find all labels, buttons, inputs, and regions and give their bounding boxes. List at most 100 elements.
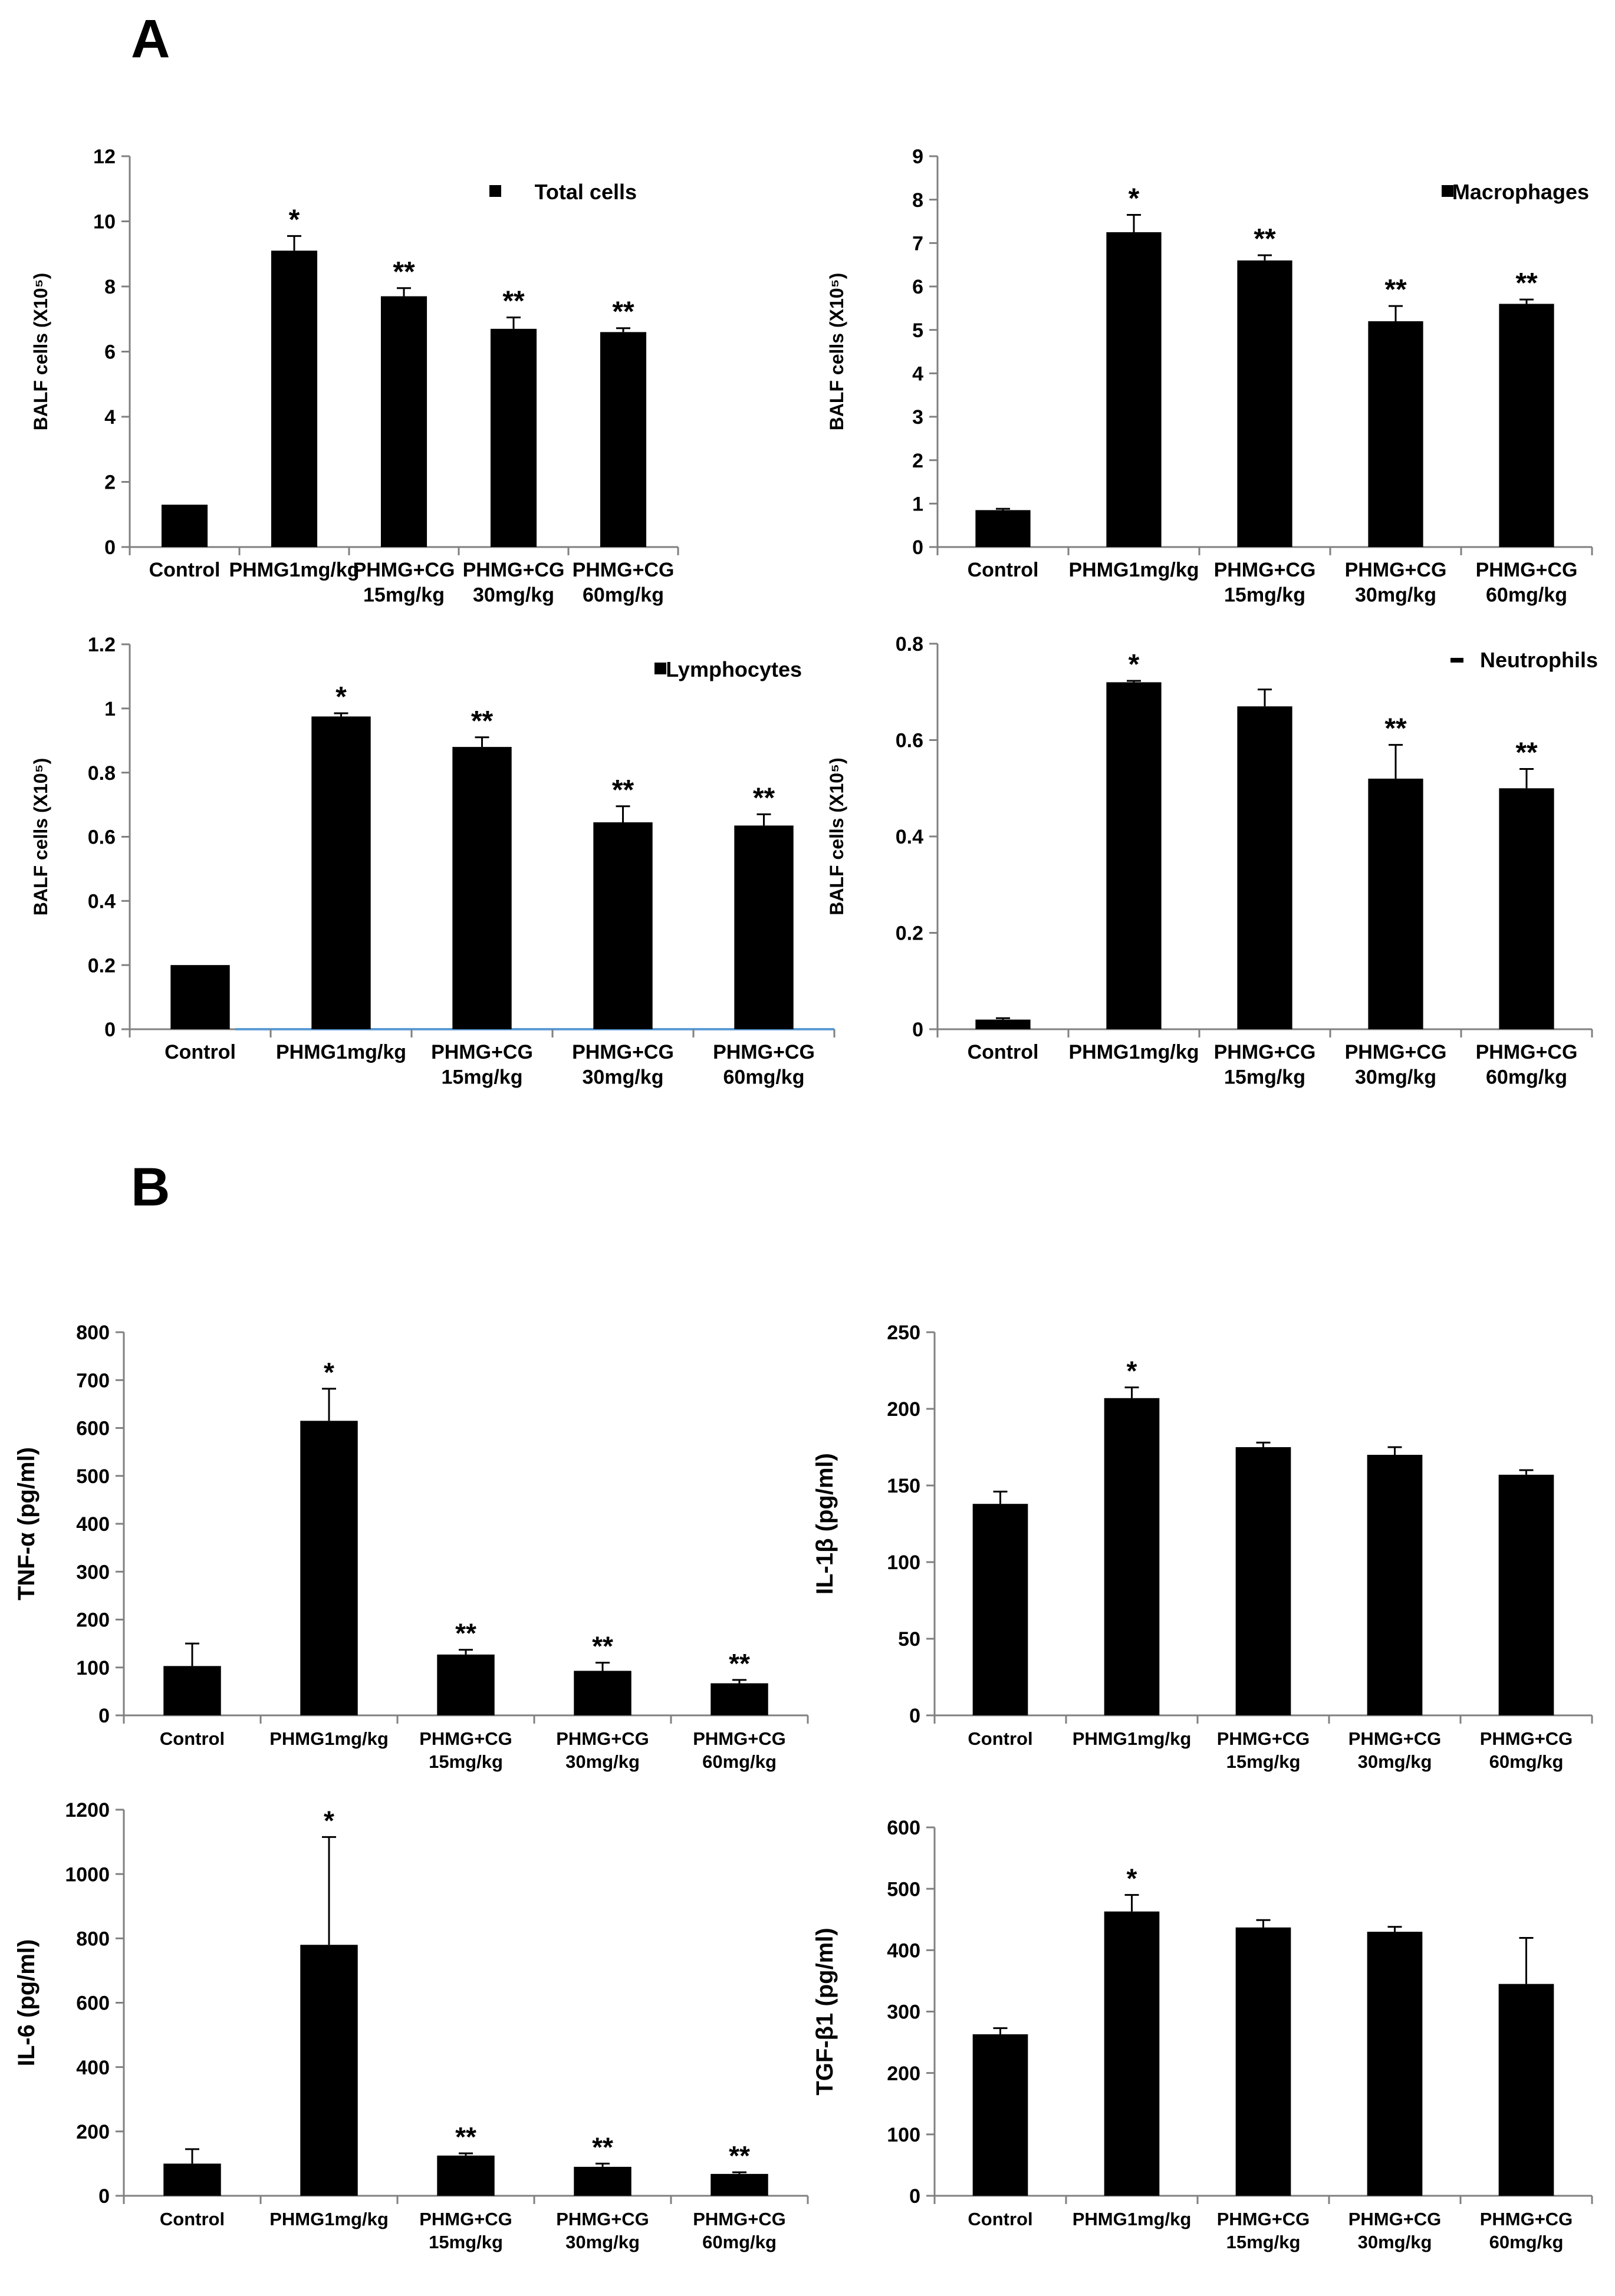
lymphocytes-y-tick-label: 0.8 [88,762,116,785]
macrophages-chart: 0 1 2 3 4 5 6 7 8 9 Control * PHMG1mg/kg ** PHMG+CG 15m… [826,146,1593,607]
total-cells-y-tick-label: 6 [104,341,116,364]
il-6-significance-mark: ** [455,2122,476,2152]
total-cells-y-tick-label: 8 [104,276,116,298]
tgf-beta1-y-tick-label: 600 [887,1817,920,1839]
lymphocytes-bar [593,822,653,1029]
neutrophils-y-tick-label: 0.6 [896,730,923,752]
total-cells-significance-mark: ** [612,297,634,328]
il-6-category-label: PHMG+CG [419,2209,512,2229]
neutrophils-y-tick-label: 0.8 [896,633,923,655]
tgf-beta1-y-tick-label: 500 [887,1878,920,1900]
total-cells-category-label: 60mg/kg [583,584,664,607]
il-6-bar [574,2166,631,2196]
total-cells-y-tick-label: 10 [93,211,116,233]
neutrophils-legend-marker [1450,658,1463,663]
lymphocytes-bar [311,716,371,1029]
lymphocytes-significance-mark: ** [753,782,775,813]
tgf-beta1-category-label: PHMG+CG [1480,2209,1573,2229]
il-6-category-label: 60mg/kg [702,2232,777,2252]
il-1beta-y-label: IL-1β (pg/ml) [812,1453,838,1595]
tgf-beta1-bar [1235,1927,1291,2196]
lymphocytes-y-tick-label: 0.4 [88,891,116,913]
total-cells-significance-mark: * [289,204,300,235]
tnf-alpha-category-label: PHMG+CG [556,1728,649,1749]
macrophages-y-tick-label: 1 [912,493,923,516]
total-cells-legend-marker [489,185,501,197]
il-6-bar [163,2163,221,2196]
neutrophils-category-label: 30mg/kg [1355,1066,1436,1089]
total-cells-category-label: PHMG+CG [573,559,675,581]
lymphocytes-y-label: BALF cells (X10⁵) [30,758,51,916]
il-1beta-category-label: PHMG+CG [1217,1728,1310,1749]
il-1beta-category-label: 60mg/kg [1489,1751,1564,1772]
total-cells-category-label: PHMG1mg/kg [229,559,359,581]
tnf-alpha-y-tick-label: 0 [98,1705,110,1727]
macrophages-category-label: PHMG1mg/kg [1068,559,1199,581]
total-cells-bar [161,505,208,547]
tnf-alpha-category-label: 60mg/kg [702,1751,777,1772]
macrophages-y-tick-label: 4 [912,363,923,386]
tgf-beta1-category-label: PHMG+CG [1217,2209,1310,2229]
tnf-alpha-y-tick-label: 600 [76,1418,110,1440]
il-1beta-category-label: 30mg/kg [1358,1751,1432,1772]
macrophages-significance-mark: ** [1384,274,1407,305]
tgf-beta1-chart: 0 100 200 300 400 500 600 Control * PHMG1mg/kg PHM… [812,1817,1593,2252]
tgf-beta1-y-tick-label: 0 [909,2185,920,2208]
il-1beta-significance-mark: * [1127,1356,1137,1386]
lymphocytes-significance-mark: ** [612,775,634,806]
tnf-alpha-significance-mark: ** [592,1631,613,1662]
total-cells-significance-mark: ** [393,256,415,288]
tnf-alpha-category-label: PHMG+CG [693,1728,786,1749]
lymphocytes-chart: 0 0.2 0.4 0.6 0.8 1 1.2 Control * PHMG1mg/kg ** PHM… [30,634,836,1089]
tnf-alpha-bar [711,1683,768,1715]
il-6-category-label: Control [160,2209,225,2229]
il-6-y-tick-label: 800 [76,1928,110,1951]
tgf-beta1-category-label: Control [968,2209,1032,2229]
il-1beta-bar [1498,1474,1554,1715]
neutrophils-category-label: PHMG+CG [1476,1041,1578,1063]
il-1beta-y-tick-label: 150 [887,1475,920,1497]
neutrophils-category-label: 15mg/kg [1224,1066,1305,1089]
macrophages-bar [1237,260,1292,547]
total-cells-bar [600,332,647,547]
tnf-alpha-category-label: 15mg/kg [429,1751,503,1772]
macrophages-category-label: Control [968,559,1039,581]
macrophages-y-tick-label: 7 [912,233,923,255]
lymphocytes-significance-mark: ** [471,706,494,737]
neutrophils-bar [1499,788,1554,1029]
tgf-beta1-bar [1367,1932,1423,2196]
total-cells-y-label: BALF cells (X10⁵) [30,273,51,431]
tnf-alpha-category-label: 30mg/kg [565,1751,640,1772]
total-cells-chart: 0 2 4 6 8 10 12 Control * PHMG1mg/kg ** PHMG+CG 15mg… [30,146,679,607]
total-cells-bar [490,328,537,547]
tnf-alpha-y-label: TNF-α (pg/ml) [14,1447,40,1600]
il-6-category-label: PHMG+CG [693,2209,786,2229]
tnf-alpha-y-tick-label: 500 [76,1465,110,1488]
il-1beta-y-tick-label: 100 [887,1551,920,1574]
il-6-y-tick-label: 1200 [65,1799,110,1821]
macrophages-significance-mark: * [1129,183,1140,214]
il-6-category-label: 30mg/kg [565,2232,640,2252]
lymphocytes-category-label: 30mg/kg [583,1066,664,1089]
lymphocytes-bar [170,965,230,1029]
tnf-alpha-y-tick-label: 400 [76,1513,110,1536]
il-6-significance-mark: * [324,1805,334,1836]
macrophages-bar [1106,232,1162,548]
neutrophils-bar [1237,706,1292,1029]
macrophages-bar [1368,321,1423,547]
il-1beta-bar [1104,1398,1160,1715]
il-1beta-y-tick-label: 200 [887,1398,920,1421]
total-cells-y-tick-label: 2 [104,472,116,494]
il-1beta-category-label: Control [968,1728,1032,1749]
neutrophils-category-label: PHMG+CG [1345,1041,1447,1063]
panel-a-label: A [131,9,170,69]
il-6-significance-mark: ** [592,2132,613,2162]
il-6-bar [300,1945,358,2196]
total-cells-legend-label: Total cells [535,180,637,204]
lymphocytes-category-label: 60mg/kg [723,1066,805,1089]
il-6-significance-mark: ** [729,2140,750,2171]
tgf-beta1-y-tick-label: 100 [887,2124,920,2146]
tnf-alpha-y-tick-label: 300 [76,1561,110,1583]
macrophages-legend-label: Macrophages [1452,180,1589,204]
total-cells-bar [380,296,427,547]
